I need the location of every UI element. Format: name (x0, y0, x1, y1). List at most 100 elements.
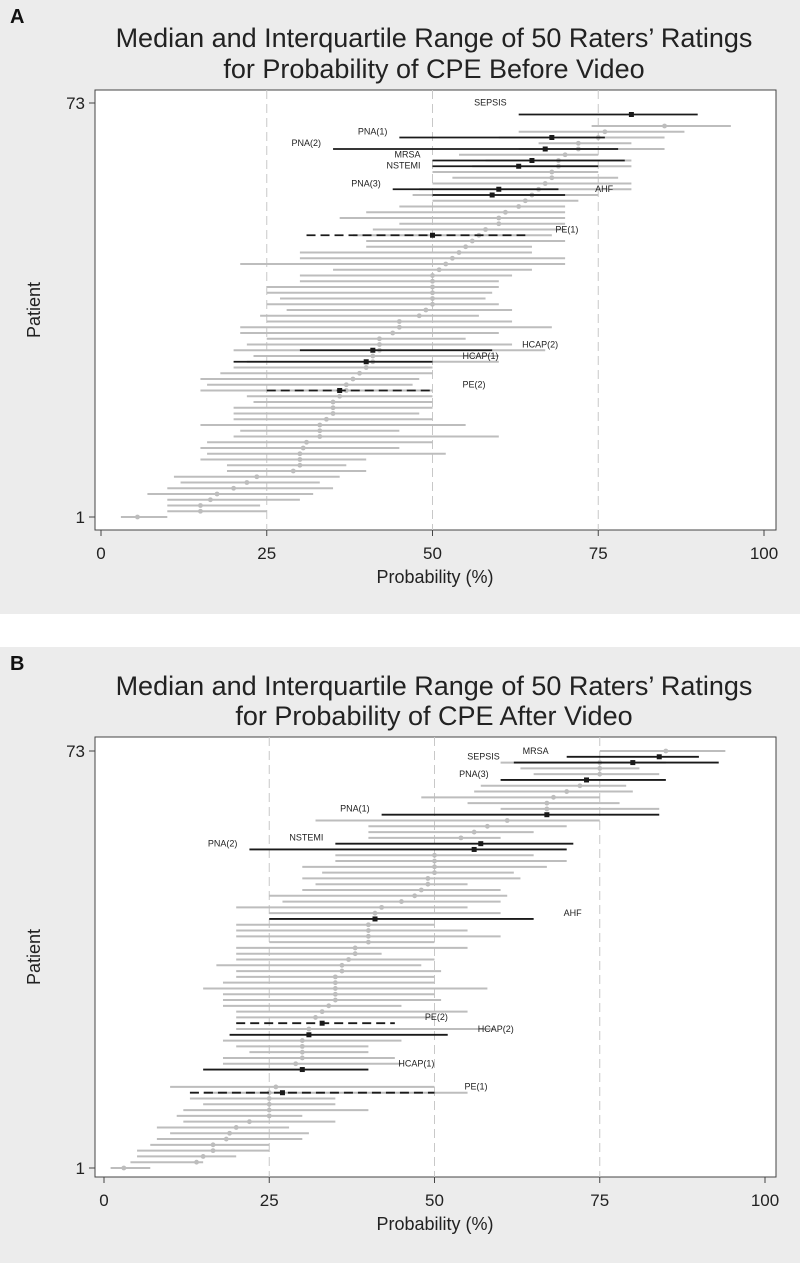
x-tick-label-75: 75 (590, 1191, 609, 1210)
patient-11-median-point (266, 1107, 272, 1113)
patient-41-median-point (430, 284, 435, 290)
highlight-hcap2-label: HCAP(2) (478, 1024, 514, 1034)
patient-5-median-point (214, 491, 220, 497)
patient-14-median-point (266, 1090, 272, 1096)
patient-1-median-point (135, 514, 140, 520)
patient-69-median-point (597, 771, 603, 777)
patient-37-median-point (346, 957, 351, 962)
y-tick-label-73: 73 (66, 94, 85, 113)
patient-6-median-point (231, 485, 237, 491)
patient-54-median-point (432, 858, 437, 864)
patient-3-median-point (198, 503, 203, 508)
highlight-pe2-median-point (319, 1020, 325, 1026)
patient-73-median-point (663, 748, 669, 754)
highlight-pna1-median-point (549, 135, 555, 140)
x-tick-label-100: 100 (751, 1191, 779, 1210)
highlight-ahf-median-point (372, 916, 378, 922)
highlight-sepsis-label: SEPSIS (467, 752, 500, 762)
chart-title-line-1: Median and Interquartile Range of 50 Rat… (116, 671, 753, 701)
patient-55-median-point (432, 852, 437, 858)
highlight-ahf-label: AHF (564, 908, 583, 918)
highlight-nstemi-median-point (478, 841, 484, 847)
highlight-pe2-median-point (337, 388, 343, 393)
patient-51-median-point (425, 876, 431, 881)
highlight-mrsa-label: MRSA (394, 150, 420, 160)
highlight-pe1-label: PE(1) (465, 1082, 488, 1092)
highlight-pna2-median-point (471, 846, 477, 852)
patient-19-median-point (330, 411, 336, 416)
patient-69-median-point (662, 123, 667, 129)
highlight-pna1-median-point (544, 812, 550, 818)
highlight-hcap1-median-point (299, 1067, 305, 1073)
patient-64-median-point (544, 800, 550, 806)
patient-20-median-point (330, 405, 336, 411)
patient-65-median-point (551, 794, 556, 800)
patient-45-median-point (443, 261, 449, 267)
patient-66-median-point (575, 140, 581, 146)
highlight-sepsis-median-point (628, 112, 634, 117)
patient-54-median-point (503, 209, 508, 215)
patient-32-median-point (377, 336, 382, 342)
patient-47-median-point (456, 250, 462, 255)
patient-9-median-point (290, 468, 296, 474)
patient-22-median-point (299, 1043, 305, 1049)
y-tick-label-1: 1 (76, 1159, 85, 1178)
patient-25-median-point (350, 376, 356, 382)
patient-42-median-point (430, 278, 435, 284)
patient-46-median-point (379, 904, 385, 910)
patient-25-median-point (306, 1026, 312, 1032)
patient-37-median-point (423, 307, 429, 313)
patient-35-median-point (339, 968, 345, 974)
patient-44-median-point (436, 267, 442, 273)
chart-a-svg: Median and Interquartile Range of 50 Rat… (24, 23, 778, 587)
highlight-pe1-median-point (430, 232, 435, 238)
patient-39-median-point (430, 296, 435, 301)
patient-42-median-point (366, 928, 371, 933)
patient-27-median-point (363, 365, 369, 370)
highlight-pna3-label: PNA(3) (351, 178, 381, 188)
patient-70-median-point (597, 765, 603, 771)
patient-38-median-point (430, 301, 435, 307)
patient-10-median-point (297, 462, 303, 468)
highlight-sepsis-median-point (630, 760, 636, 766)
patient-51-median-point (483, 227, 488, 232)
x-tick-label-100: 100 (750, 544, 778, 563)
chart-title-line-2: for Probability of CPE Before Video (223, 54, 644, 84)
highlight-hcap2-median-point (370, 347, 376, 353)
patient-38-median-point (352, 951, 358, 957)
patient-17-median-point (317, 422, 323, 428)
patient-40-median-point (366, 939, 371, 945)
patient-56-median-point (522, 198, 528, 204)
x-tick-label-50: 50 (425, 1191, 444, 1210)
patient-39-median-point (352, 945, 358, 951)
patient-49-median-point (418, 887, 424, 893)
highlight-pna1-label: PNA(1) (340, 804, 370, 814)
patient-1-median-point (121, 1165, 127, 1171)
patient-27-median-point (313, 1015, 318, 1020)
patient-29-median-point (370, 353, 376, 359)
patient-33-median-point (332, 980, 338, 986)
highlight-pna3-median-point (584, 777, 590, 783)
highlight-nstemi-label: NSTEMI (289, 833, 323, 843)
x-tick-label-25: 25 (257, 544, 276, 563)
patient-6-median-point (223, 1136, 229, 1142)
x-tick-label-50: 50 (423, 544, 442, 563)
highlight-pe1-median-point (279, 1090, 285, 1096)
patient-48-median-point (412, 893, 418, 899)
patient-21-median-point (330, 399, 336, 405)
patient-61-median-point (504, 818, 510, 823)
patient-15-median-point (317, 434, 323, 439)
patient-28-median-point (319, 1009, 325, 1015)
patient-3-median-point (200, 1154, 206, 1159)
chart-title-line-2: for Probability of CPE After Video (235, 701, 632, 731)
highlight-nstemi-label: NSTEMI (386, 160, 420, 170)
patient-52-median-point (496, 221, 502, 227)
y-axis-label: Patient (24, 929, 44, 985)
patient-9-median-point (247, 1119, 252, 1125)
x-axis-label: Probability (%) (376, 567, 493, 587)
chart-panel-a: A Median and Interquartile Range of 50 R… (0, 0, 800, 614)
highlight-hcap1-median-point (363, 359, 369, 365)
x-tick-label-0: 0 (96, 544, 105, 563)
patient-10-median-point (266, 1113, 272, 1119)
patient-23-median-point (299, 1038, 305, 1043)
